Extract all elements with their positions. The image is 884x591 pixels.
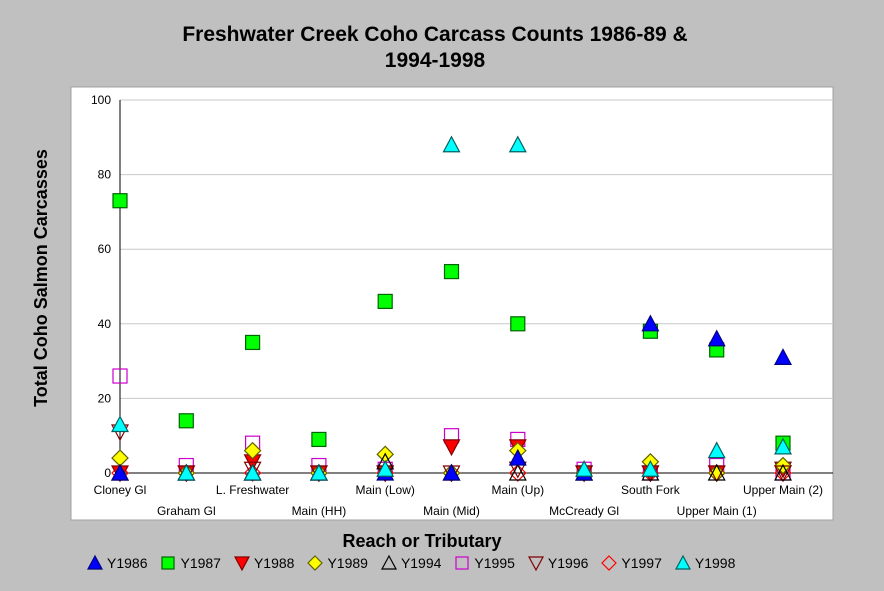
- legend-marker-icon: [233, 556, 250, 572]
- y-tick-label: 80: [98, 168, 112, 182]
- data-point-y1994: [774, 463, 792, 481]
- data-point-y1986: [707, 329, 726, 347]
- legend-marker-icon: [527, 556, 544, 572]
- y-tick-labels: 0 20 40 60 80 100: [91, 93, 111, 480]
- x-axis-title: Reach or Tributary: [342, 531, 501, 551]
- legend-label: Y1997: [621, 555, 662, 571]
- data-point-y1994: [508, 463, 527, 481]
- y-tick-label: 20: [98, 391, 112, 405]
- data-point-y1995: [112, 368, 128, 384]
- x-category-label: Graham Gl: [157, 504, 216, 518]
- data-point-y1997: [243, 464, 262, 482]
- legend-marker-icon: [674, 554, 691, 570]
- legend-label: Y1986: [107, 555, 148, 571]
- y-tick-label: 100: [91, 93, 111, 107]
- legend-item: Y1996: [527, 554, 588, 572]
- legend-label: Y1994: [400, 555, 442, 571]
- data-point-y1988: [442, 439, 461, 457]
- legend-label: Y1989: [327, 555, 368, 571]
- legend-label: Y1988: [253, 555, 295, 571]
- x-category-label: Main (Up): [491, 483, 544, 497]
- legend-item: Y1995: [453, 554, 515, 572]
- data-point-y1987: [510, 316, 526, 332]
- y-tick-label: 60: [98, 242, 112, 256]
- data-point-y1998: [376, 459, 395, 477]
- legend-item: Y1997: [600, 554, 662, 572]
- data-point-y1998: [177, 463, 196, 481]
- legend-item: Y1987: [159, 554, 221, 572]
- legend-label: Y1996: [547, 555, 589, 571]
- legend-item: Y1998: [674, 554, 735, 572]
- legend: Y1986 Y1987 Y1988 Y1989 Y1994 Y1995 Y1996 Y1997…: [86, 553, 747, 573]
- data-point-y1986: [641, 314, 660, 332]
- data-point-y1998: [508, 135, 527, 153]
- x-category-label: Cloney Gl: [94, 483, 147, 497]
- legend-label: Y1998: [694, 555, 736, 571]
- chart-title: Freshwater Creek Coho Carcass Counts 198…: [0, 22, 870, 74]
- x-category-label: Main (Mid): [423, 504, 480, 518]
- data-point-y1998: [111, 415, 129, 433]
- data-point-y1986: [442, 463, 461, 481]
- legend-label: Y1987: [180, 555, 221, 571]
- data-point-y1994: [707, 463, 726, 481]
- data-markers: [111, 135, 792, 483]
- chart-title-line-2: 1994-1998: [384, 49, 486, 72]
- y-axis-title: Total Coho Salmon Carcasses: [31, 149, 51, 407]
- y-tick-label: 40: [98, 317, 112, 331]
- grid-lines: [120, 99, 833, 399]
- legend-label: Y1995: [474, 555, 515, 571]
- data-point-y1987: [443, 263, 460, 280]
- data-point-y1998: [707, 441, 726, 459]
- legend-marker-icon: [86, 554, 104, 570]
- x-category-label: South Fork: [621, 483, 681, 497]
- legend-marker-icon: [455, 556, 470, 570]
- legend-marker-icon: [601, 555, 618, 571]
- data-point-y1998: [243, 463, 262, 481]
- data-point-y1987: [311, 431, 327, 448]
- legend-item: Y1988: [233, 554, 294, 572]
- x-category-label: McCready Gl: [549, 504, 619, 518]
- legend-marker-icon: [161, 556, 176, 570]
- legend-item: Y1989: [306, 554, 368, 572]
- data-point-y1986: [774, 348, 792, 365]
- data-point-y1987: [112, 193, 128, 209]
- y-tick-label: 0: [104, 466, 111, 480]
- legend-marker-icon: [380, 554, 397, 570]
- data-point-y1998: [442, 135, 461, 153]
- data-point-y1987: [178, 413, 194, 429]
- data-point-y1986: [508, 448, 527, 466]
- data-point-y1998: [641, 459, 660, 477]
- x-category-label: Main (HH): [292, 504, 347, 518]
- data-point-y1987: [245, 334, 261, 351]
- x-category-label: L. Freshwater: [216, 483, 289, 497]
- x-category-label: Upper Main (1): [677, 504, 757, 518]
- data-point-y1998: [774, 437, 792, 455]
- data-point-y1989: [243, 441, 262, 460]
- data-point-y1986: [111, 463, 129, 481]
- data-point-y1998: [309, 463, 328, 481]
- data-point-y1996: [243, 461, 262, 479]
- x-category-label: Upper Main (2): [743, 483, 823, 497]
- data-point-y1998: [575, 459, 594, 477]
- legend-item: Y1986: [86, 554, 147, 572]
- data-point-y1987: [377, 293, 393, 310]
- chart-title-line-1: Freshwater Creek Coho Carcass Counts 198…: [182, 23, 688, 46]
- data-point-y1997: [508, 464, 527, 482]
- legend-item: Y1994: [380, 554, 441, 572]
- legend-marker-icon: [307, 555, 324, 571]
- x-category-label: Main (Low): [356, 483, 415, 497]
